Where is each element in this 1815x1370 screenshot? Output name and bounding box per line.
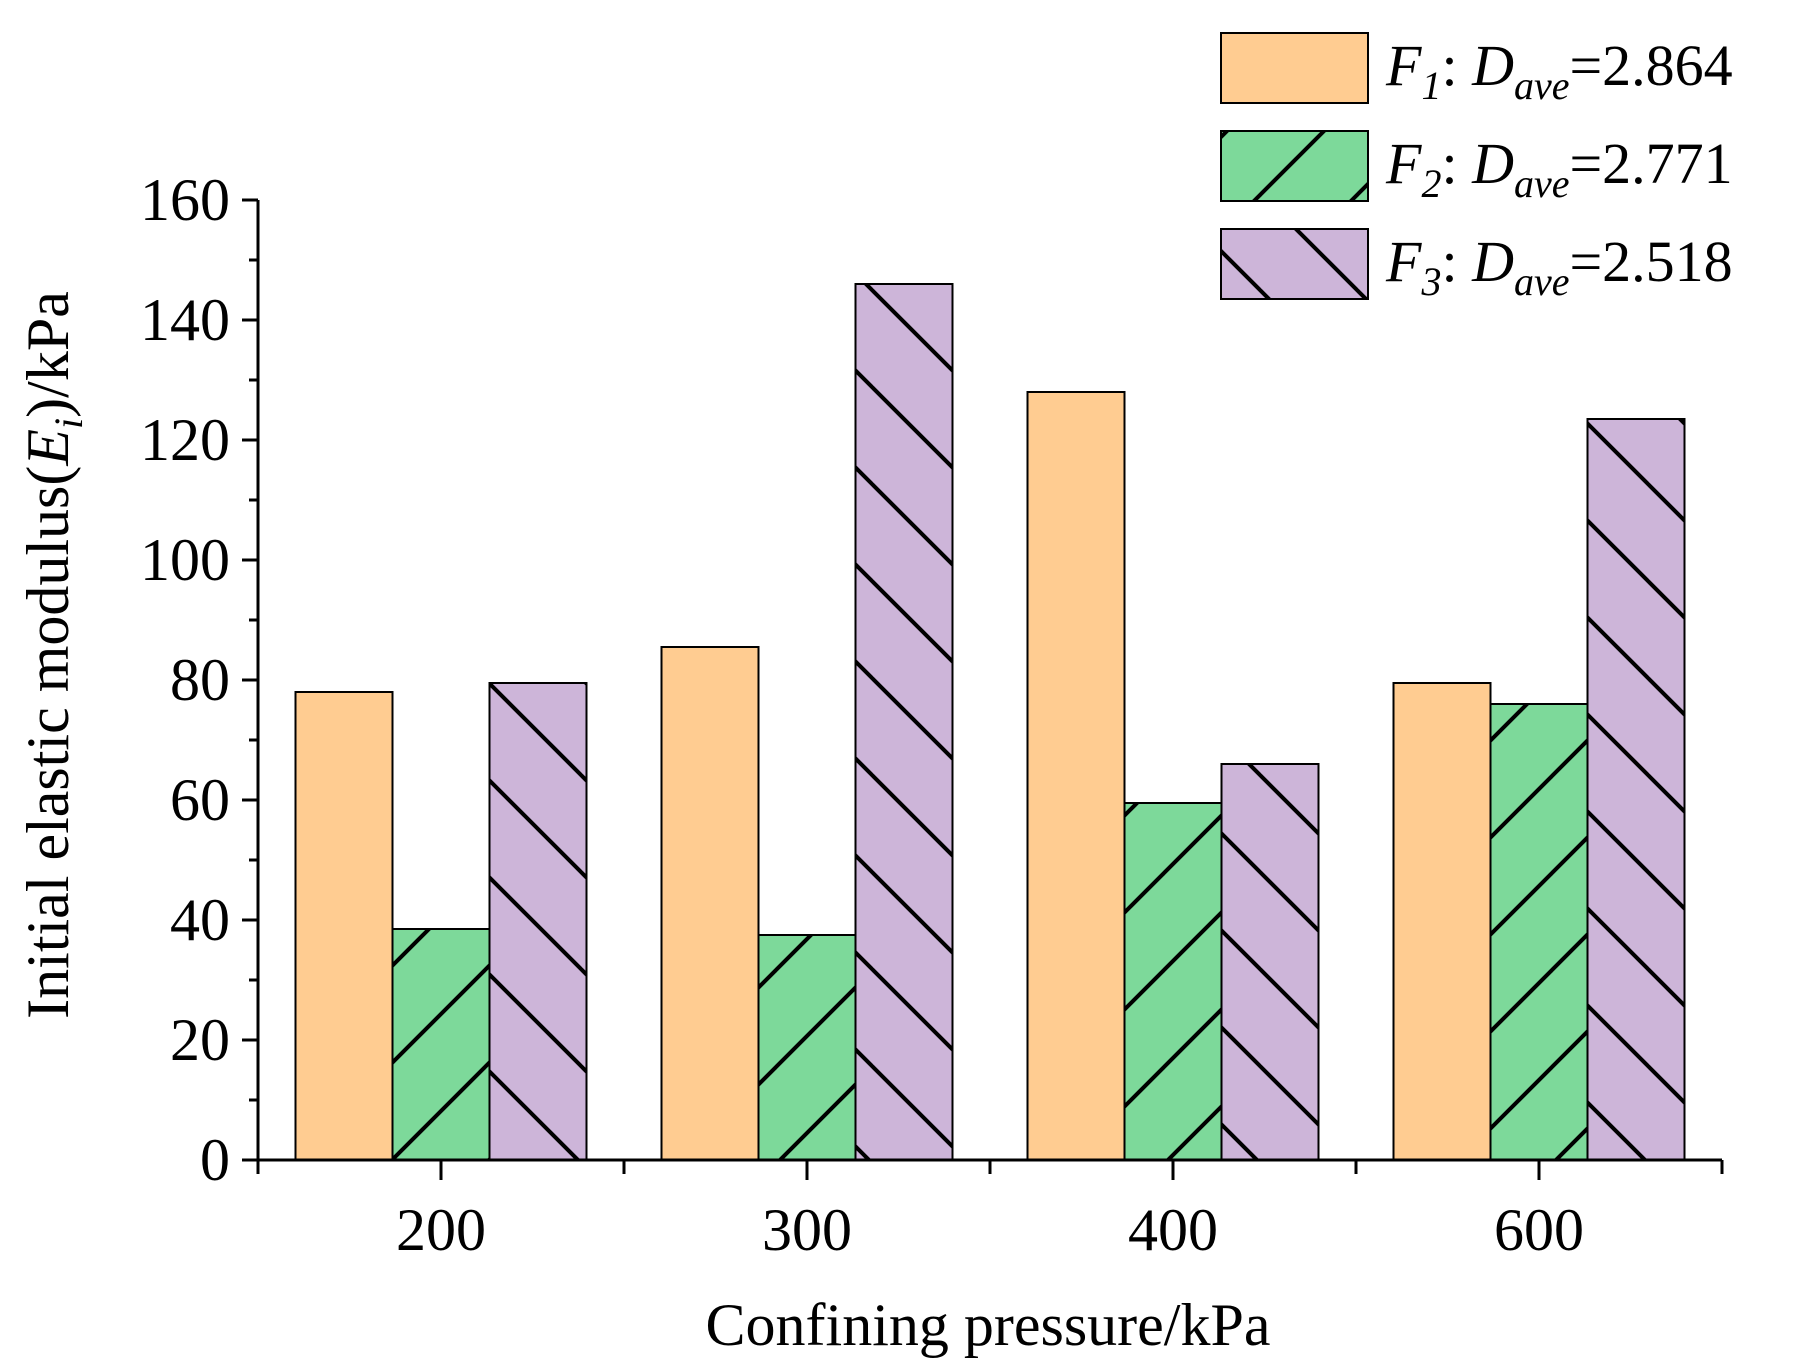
bar-400-series-1 (1026, 391, 1126, 1161)
y-tick-label: 120 (140, 407, 230, 473)
legend-label-3: F3: Dave=2.518 (1385, 229, 1733, 304)
legend-swatch-1 (1220, 32, 1369, 104)
x-tick-label-400: 400 (1128, 1197, 1218, 1263)
legend-label-2: F2: Dave=2.771 (1385, 131, 1733, 206)
legend-label-1: F1: Dave=2.864 (1385, 33, 1733, 108)
bar-600-series-1 (1392, 682, 1492, 1161)
axes-group (242, 198, 1724, 1180)
y-tick-label: 20 (170, 1007, 230, 1073)
tick-labels-group: 0 20 40 60 80 100 120 140 160 200 300 400 600 (140, 167, 1584, 1263)
bar-hatch-200-series-3 (488, 682, 588, 1161)
bars-group (294, 283, 1686, 1161)
y-tick-label: 40 (170, 887, 230, 953)
legend: F1: Dave=2.864 F2: Dave=2.771 F3: Dave=2.5… (1220, 32, 1733, 304)
bar-hatch-600-series-3 (1586, 418, 1686, 1161)
legend-swatch-hatch-2 (1220, 130, 1369, 202)
bar-hatch-300-series-2 (757, 934, 857, 1161)
bar-300-series-1 (660, 646, 760, 1161)
bar-200-series-1 (294, 691, 394, 1161)
y-tick-label: 140 (140, 287, 230, 353)
y-tick-label: 160 (140, 167, 230, 233)
bar-hatch-400-series-2 (1123, 802, 1223, 1161)
legend-swatch-hatch-3 (1220, 228, 1369, 300)
y-tick-label: 0 (200, 1127, 230, 1193)
y-axis-title-var: E (15, 429, 81, 467)
y-tick-label: 60 (170, 767, 230, 833)
x-tick-label-300: 300 (762, 1197, 852, 1263)
y-tick-label: 80 (170, 647, 230, 713)
y-axis-title: Initial elastic modulus(Ei)/kPa (15, 291, 91, 1019)
y-axis-title-tail: )/kPa (15, 291, 81, 418)
x-tick-label-600: 600 (1494, 1197, 1584, 1263)
y-tick-label: 100 (140, 527, 230, 593)
bar-hatch-600-series-2 (1489, 703, 1589, 1161)
bar-hatch-200-series-2 (391, 928, 491, 1161)
x-axis-title: Confining pressure/kPa (706, 1292, 1271, 1358)
y-axis-title-main: Initial elastic modulus( (15, 466, 81, 1019)
x-tick-label-200: 200 (396, 1197, 486, 1263)
y-axis-title-sub: i (46, 418, 91, 429)
bar-hatch-300-series-3 (854, 283, 954, 1161)
bar-hatch-400-series-3 (1220, 763, 1320, 1161)
